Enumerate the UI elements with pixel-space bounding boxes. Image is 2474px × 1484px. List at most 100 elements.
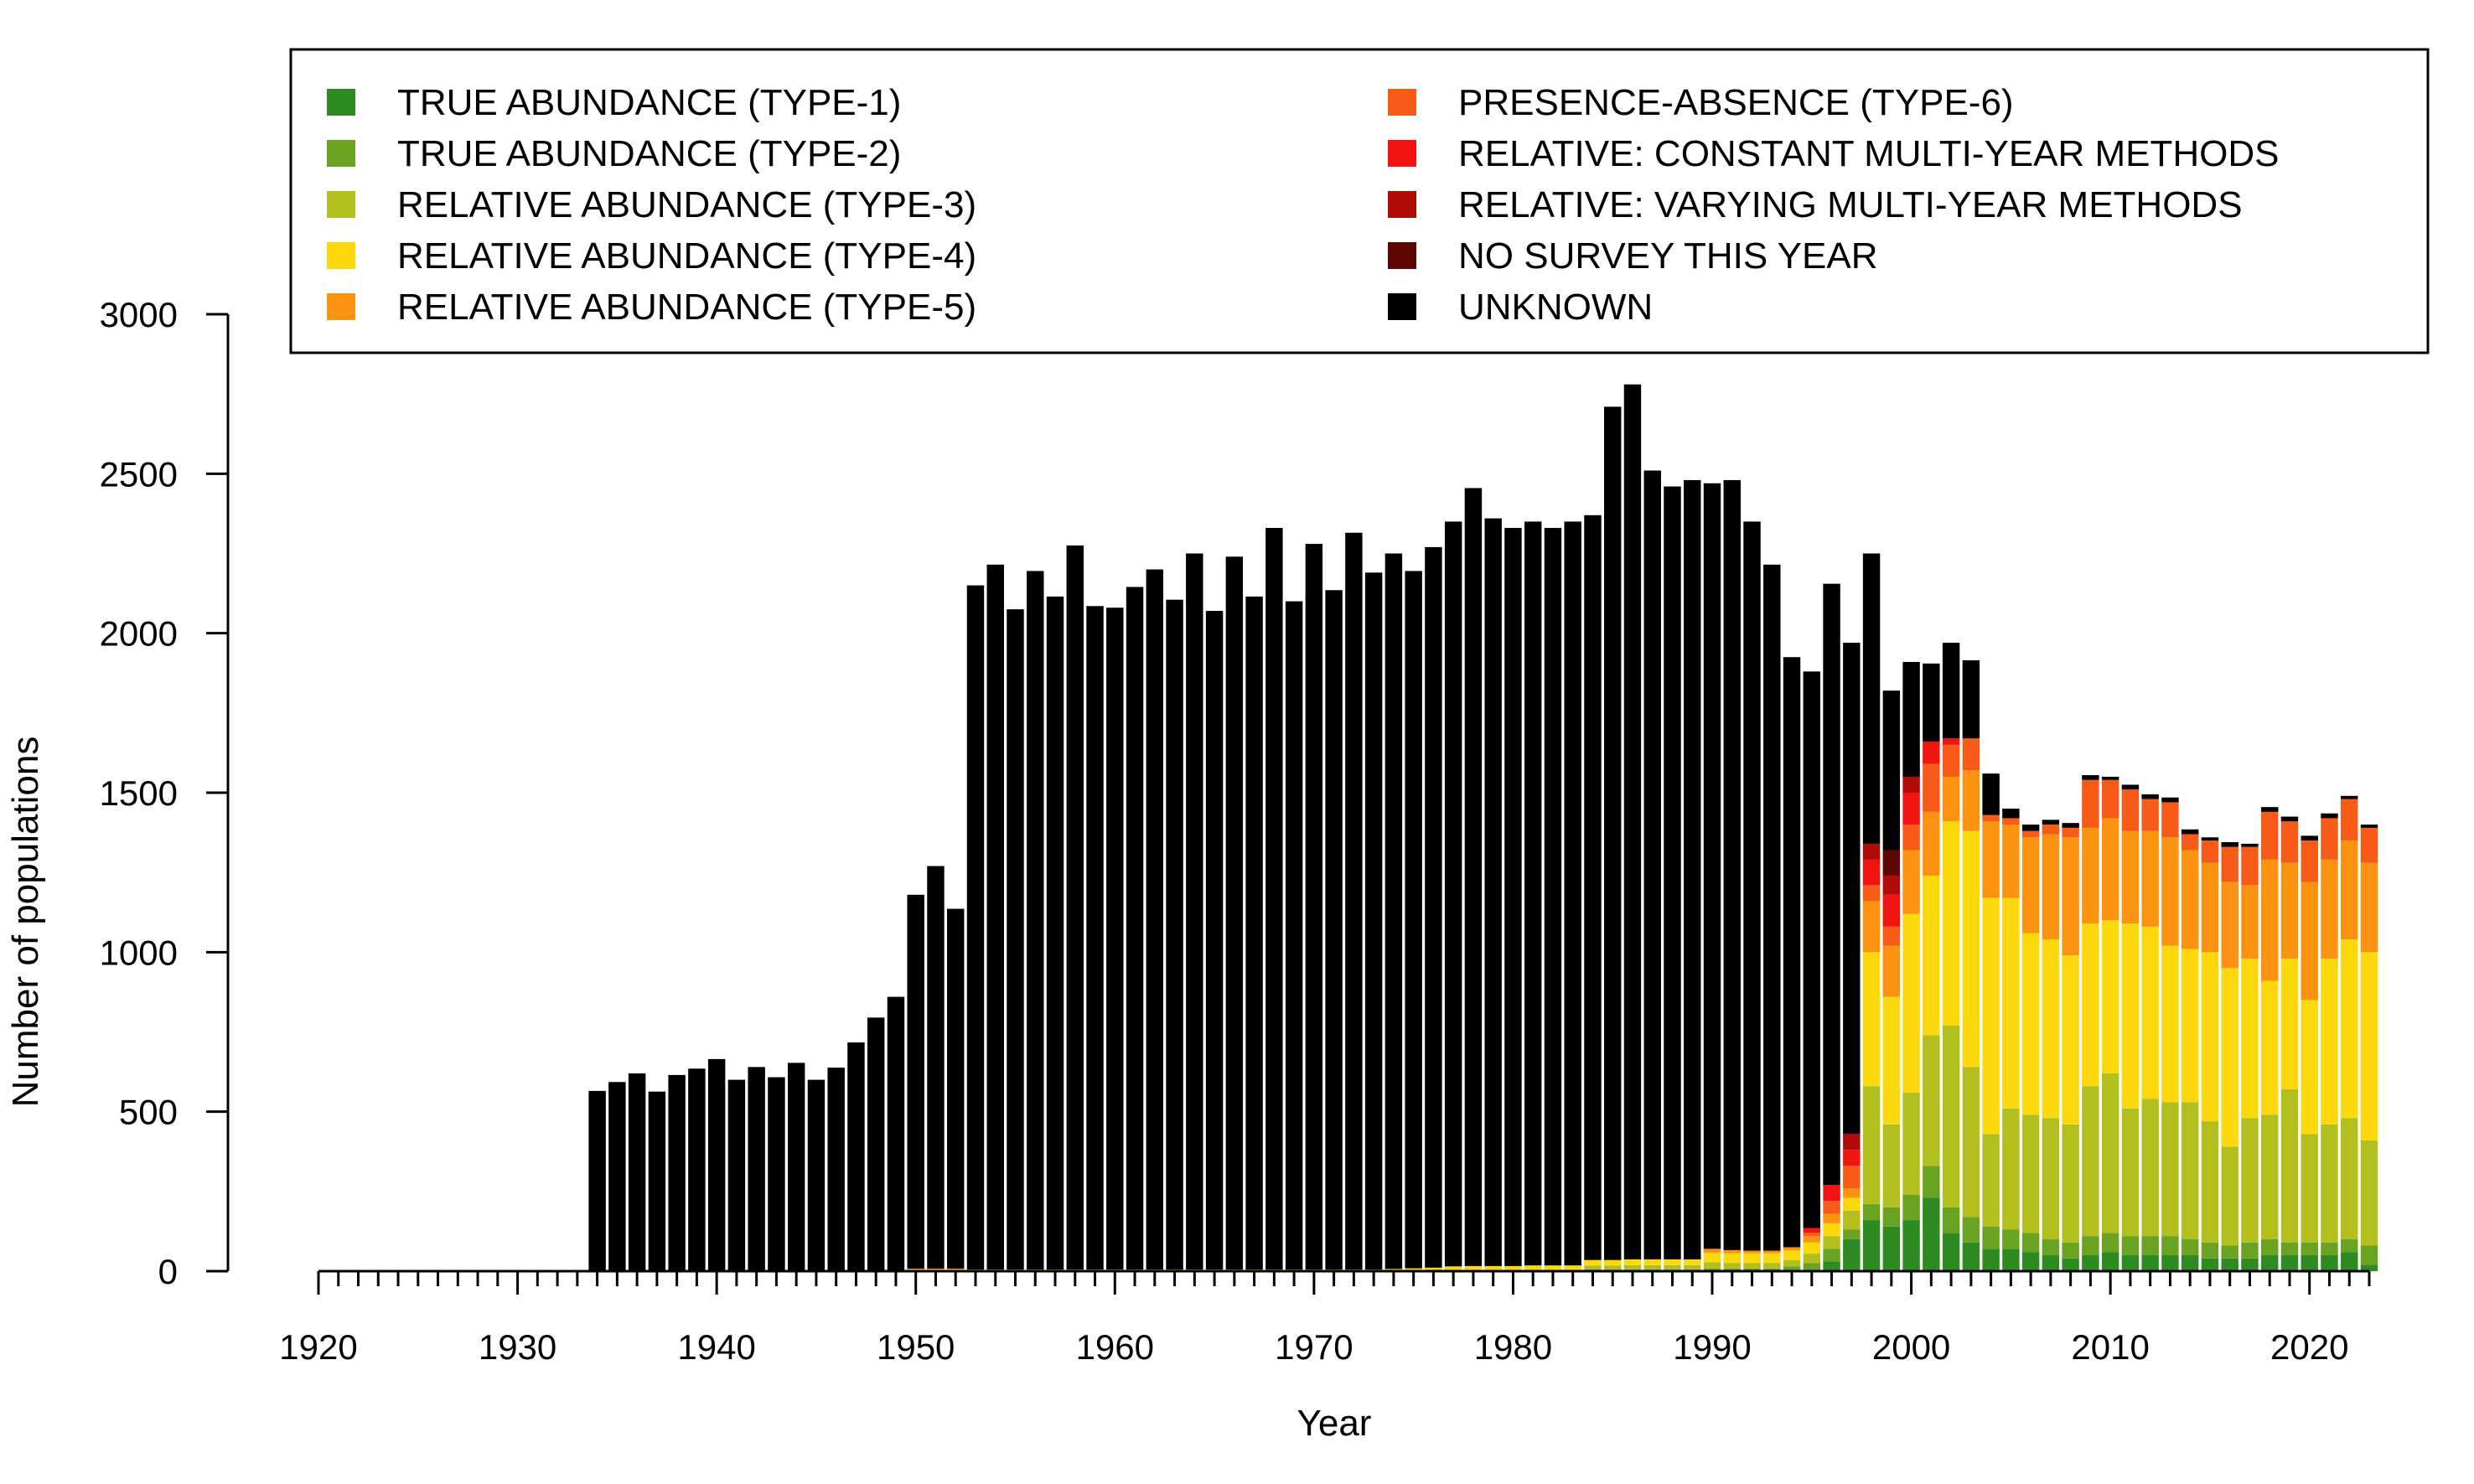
x-tick-label-1950: 1950 bbox=[877, 1327, 955, 1367]
bar-segment-2012-t2 bbox=[2141, 1236, 2159, 1255]
bar-segment-1937-un bbox=[648, 1091, 666, 1271]
bar-segment-1952-un bbox=[947, 908, 965, 1269]
bar-segment-1989-t3 bbox=[1684, 1264, 1701, 1270]
legend-swatch-rc bbox=[1388, 140, 1416, 167]
bar-segment-2015-t6 bbox=[2201, 840, 2219, 863]
bar-segment-2013-t2 bbox=[2161, 1236, 2179, 1255]
bar-segment-2012-t5 bbox=[2141, 830, 2159, 927]
bar-segment-2001-t2 bbox=[1923, 1166, 1940, 1198]
bar-segment-1940-un bbox=[707, 1058, 726, 1271]
bar-segment-1977-t4 bbox=[1444, 1266, 1462, 1270]
bar-segment-2003-un bbox=[1962, 660, 1980, 739]
bar-segment-1995-t2 bbox=[1803, 1263, 1821, 1270]
bar-segment-1974-t4 bbox=[1385, 1269, 1403, 1271]
bar-segment-1994-t3 bbox=[1783, 1259, 1801, 1267]
bar-segment-2015-un bbox=[2201, 837, 2219, 841]
bar-segment-1989-t4 bbox=[1684, 1259, 1701, 1265]
y-tick-label-0: 0 bbox=[158, 1252, 178, 1291]
bar-segment-1999-t4 bbox=[1882, 996, 1901, 1125]
bar-segment-2014-t1 bbox=[2181, 1254, 2199, 1271]
bar-segment-1956-un bbox=[1027, 571, 1044, 1270]
bar-segment-1998-rv bbox=[1862, 843, 1881, 860]
bar-segment-1950-un bbox=[907, 894, 924, 1269]
bar-segment-1997-rv bbox=[1843, 1134, 1861, 1150]
legend-label-t4: RELATIVE ABUNDANCE (TYPE-4) bbox=[397, 235, 976, 277]
bar-segment-1977-un bbox=[1444, 521, 1462, 1267]
bar-segment-2013-t4 bbox=[2161, 945, 2179, 1103]
bar-segment-2022-t4 bbox=[2341, 939, 2358, 1119]
y-tick-label-2500: 2500 bbox=[100, 454, 178, 494]
bar-segment-1971-un bbox=[1325, 590, 1343, 1270]
bar-segment-2020-t3 bbox=[2301, 1134, 2318, 1243]
bar-segment-1985-t3 bbox=[1604, 1265, 1622, 1270]
bar-segment-1995-t6 bbox=[1803, 1233, 1821, 1237]
bar-segment-2016-t3 bbox=[2221, 1146, 2239, 1246]
bar-segment-2009-un bbox=[2082, 775, 2099, 780]
bar-segment-1967-un bbox=[1245, 596, 1263, 1270]
bar-segment-1972-un bbox=[1345, 532, 1363, 1270]
bar-segment-1975-t4 bbox=[1405, 1268, 1422, 1270]
bar-segment-2015-t3 bbox=[2201, 1121, 2219, 1243]
bar-segment-2006-t6 bbox=[2021, 830, 2040, 838]
legend-label-t6: PRESENCE-ABSENCE (TYPE-6) bbox=[1458, 82, 2014, 123]
bar-segment-2000-t1 bbox=[1902, 1220, 1920, 1271]
bar-segment-1993-un bbox=[1763, 564, 1781, 1251]
bar-segment-2015-t5 bbox=[2201, 862, 2219, 953]
bar-segment-1999-un bbox=[1882, 690, 1901, 851]
bar-segment-2011-t2 bbox=[2121, 1236, 2140, 1255]
bar-segment-1991-t3 bbox=[1723, 1263, 1741, 1269]
bar-segment-2018-un bbox=[2261, 807, 2279, 812]
bar-segment-1979-un bbox=[1484, 518, 1502, 1266]
bar-segment-1990-t2 bbox=[1703, 1268, 1721, 1271]
bar-segment-1991-t2 bbox=[1723, 1268, 1741, 1271]
bar-segment-1984-t4 bbox=[1584, 1259, 1602, 1266]
bar-segment-1997-t1 bbox=[1843, 1238, 1861, 1271]
bar-segment-2010-t4 bbox=[2101, 920, 2119, 1073]
legend-label-t2: TRUE ABUNDANCE (TYPE-2) bbox=[397, 133, 901, 174]
bar-segment-1991-t4 bbox=[1723, 1253, 1741, 1264]
bar-segment-2022-t2 bbox=[2341, 1238, 2358, 1253]
bar-segment-1979-t4 bbox=[1484, 1265, 1502, 1270]
bar-segment-1988-t3 bbox=[1664, 1264, 1681, 1270]
bar-segment-1980-un bbox=[1504, 528, 1522, 1266]
bar-segment-2020-t5 bbox=[2301, 882, 2318, 1001]
bar-segment-1951-un bbox=[927, 866, 945, 1269]
bar-segment-1996-t3 bbox=[1823, 1236, 1840, 1249]
bar-segment-2021-t4 bbox=[2321, 958, 2338, 1125]
bar-segment-2009-t2 bbox=[2082, 1236, 2099, 1255]
bar-segment-2022-t3 bbox=[2341, 1118, 2358, 1239]
bar-segment-2022-un bbox=[2341, 795, 2358, 799]
y-tick-label-2000: 2000 bbox=[100, 614, 178, 654]
bar-segment-1997-rc bbox=[1843, 1150, 1861, 1166]
y-tick-label-1500: 1500 bbox=[100, 773, 178, 813]
bar-segment-2006-t5 bbox=[2021, 837, 2040, 933]
bar-segment-2008-t3 bbox=[2062, 1124, 2079, 1243]
bar-segment-2016-t6 bbox=[2221, 846, 2239, 882]
bar-segment-2013-t1 bbox=[2161, 1254, 2179, 1271]
legend-label-rc: RELATIVE: CONSTANT MULTI-YEAR METHODS bbox=[1458, 133, 2280, 174]
bar-segment-1992-t2 bbox=[1743, 1268, 1761, 1271]
bar-segment-1997-t4 bbox=[1843, 1197, 1861, 1211]
bar-segment-1992-t4 bbox=[1743, 1253, 1761, 1264]
bar-segment-2001-t4 bbox=[1923, 875, 1940, 1036]
bar-segment-1999-t2 bbox=[1882, 1207, 1901, 1227]
bar-segment-2001-t3 bbox=[1923, 1035, 1940, 1166]
bar-segment-1993-t5 bbox=[1763, 1250, 1781, 1254]
legend-box bbox=[289, 48, 2430, 354]
bar-segment-2020-t1 bbox=[2301, 1254, 2318, 1271]
bar-segment-2016-t5 bbox=[2221, 882, 2239, 969]
bar-segment-1986-t3 bbox=[1623, 1264, 1642, 1270]
bar-segment-2004-t2 bbox=[1982, 1226, 2000, 1249]
bar-segment-1998-t6 bbox=[1862, 885, 1881, 902]
bar-segment-2002-t5 bbox=[1942, 776, 1960, 822]
bar-segment-1946-un bbox=[827, 1068, 845, 1271]
bar-segment-2001-rc bbox=[1923, 742, 1940, 764]
bar-segment-1998-t1 bbox=[1862, 1220, 1881, 1271]
bar-segment-1963-un bbox=[1166, 599, 1183, 1270]
bar-segment-2007-t3 bbox=[2042, 1118, 2060, 1239]
bar-segment-1998-t2 bbox=[1862, 1204, 1881, 1221]
bar-segment-1988-t4 bbox=[1664, 1259, 1681, 1265]
bar-segment-2003-t3 bbox=[1962, 1067, 1980, 1218]
bar-segment-1999-t6 bbox=[1882, 926, 1901, 946]
legend-swatch-t1 bbox=[327, 89, 355, 116]
